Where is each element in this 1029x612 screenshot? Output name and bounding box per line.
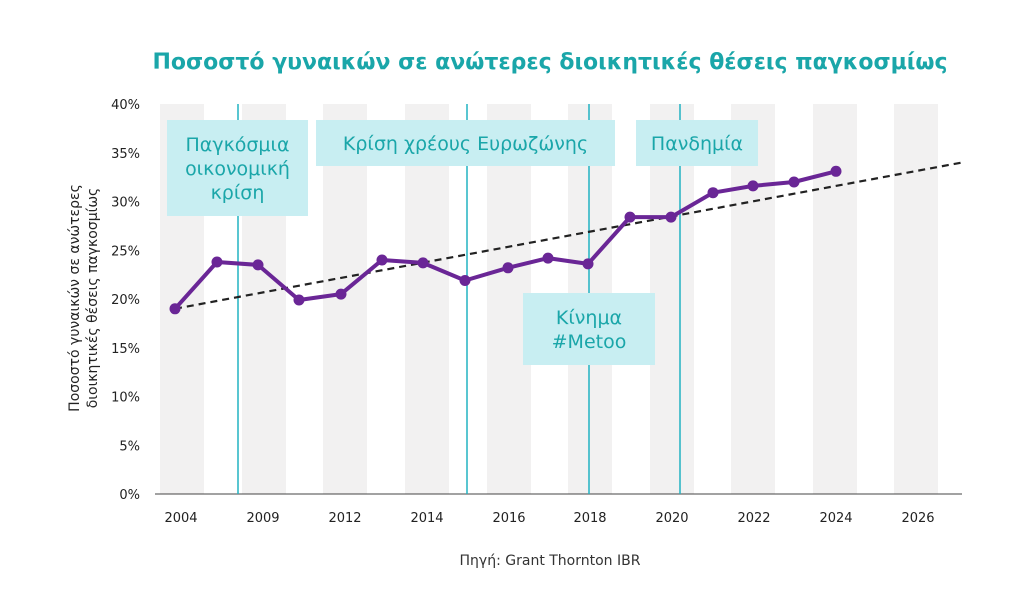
y-tick-label: 0% <box>119 488 140 503</box>
background-band <box>813 104 857 494</box>
data-point <box>252 259 264 271</box>
data-point <box>376 254 388 266</box>
data-point <box>665 211 677 223</box>
x-tick-label: 2016 <box>492 511 525 526</box>
y-axis-ticks: 0% 5% 10% 15% 20% 25% 30% 35% 40% <box>111 98 140 503</box>
y-tick-label: 15% <box>111 342 140 357</box>
event-label-text: Παγκόσμια <box>186 134 290 156</box>
data-point <box>169 303 181 315</box>
background-band <box>894 104 938 494</box>
x-tick-label: 2014 <box>410 511 443 526</box>
data-point <box>211 256 223 268</box>
data-point <box>459 275 471 286</box>
y-tick-label: 40% <box>111 98 140 113</box>
y-tick-label: 10% <box>111 391 140 406</box>
event-label-text: Κρίση χρέους Ευρωζώνης <box>343 133 588 155</box>
trendline <box>174 161 963 310</box>
x-axis-ticks: 2004 2009 2012 2014 2016 2018 2020 2022 2024 2026 <box>164 511 934 526</box>
data-point <box>830 165 842 177</box>
trend-line <box>174 161 963 310</box>
data-point <box>335 288 347 300</box>
event-label-box <box>636 120 758 166</box>
event-label-box <box>523 293 655 365</box>
data-point <box>417 257 429 269</box>
source-note: Πηγή: Grant Thornton IBR <box>459 553 641 569</box>
y-tick-label: 35% <box>111 147 140 162</box>
event-label-box <box>167 120 308 216</box>
event-label-text: Πανδημία <box>651 133 743 155</box>
y-tick-label: 30% <box>111 196 140 211</box>
data-point <box>707 187 719 199</box>
y-tick-label: 20% <box>111 293 140 308</box>
background-band <box>731 104 775 494</box>
data-point <box>747 180 759 192</box>
data-point <box>788 176 800 188</box>
data-point <box>582 258 594 270</box>
event-label-text: Κίνημα <box>556 307 622 329</box>
event-label-box <box>316 120 615 166</box>
event-label-text: οικονομική <box>185 158 290 180</box>
data-point <box>293 294 305 306</box>
x-tick-label: 2024 <box>819 511 852 526</box>
background-band <box>650 104 694 494</box>
data-point <box>624 211 636 223</box>
x-tick-label: 2012 <box>328 511 361 526</box>
event-label-text: κρίση <box>211 182 265 204</box>
background-band <box>405 104 449 494</box>
data-point <box>542 252 554 264</box>
x-tick-label: 2018 <box>573 511 606 526</box>
x-tick-label: 2026 <box>901 511 934 526</box>
x-tick-label: 2020 <box>655 511 688 526</box>
data-point <box>502 262 514 274</box>
data-series <box>169 165 842 315</box>
x-tick-label: 2004 <box>164 511 197 526</box>
x-tick-label: 2022 <box>737 511 770 526</box>
event-label-text: #Metoo <box>552 331 627 353</box>
y-tick-label: 5% <box>119 439 140 454</box>
y-tick-label: 25% <box>111 244 140 259</box>
background-band <box>323 104 367 494</box>
chart-title: Ποσοστό γυναικών σε ανώτερες διοικητικές… <box>152 50 948 75</box>
x-tick-label: 2009 <box>246 511 279 526</box>
